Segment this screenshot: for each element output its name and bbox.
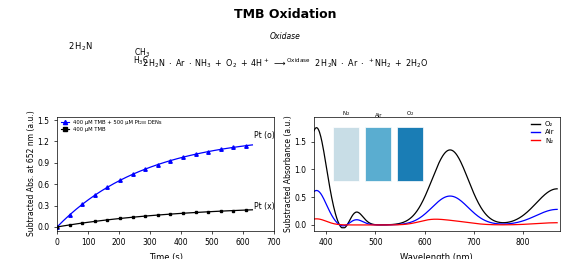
Text: $\mathsf{N_2}$: $\mathsf{N_2}$	[342, 109, 351, 118]
Y-axis label: Subtracted Abs. at 652 nm (a.u.): Subtracted Abs. at 652 nm (a.u.)	[27, 111, 36, 236]
Text: $\mathsf{2\,H_2N}$$\mathsf{\ \cdot\ Ar\ \cdot\ }$$\mathsf{NH_3\ +\ O_2\ +\ 4H^+}: $\mathsf{2\,H_2N}$$\mathsf{\ \cdot\ Ar\ …	[142, 56, 429, 70]
Text: $\mathsf{2\,H_2N}$: $\mathsf{2\,H_2N}$	[67, 41, 93, 53]
Text: $\mathsf{CH_3}$: $\mathsf{CH_3}$	[134, 47, 150, 59]
Text: $\mathsf{H_3C}$: $\mathsf{H_3C}$	[134, 55, 150, 67]
Legend: O₂, Air, N₂: O₂, Air, N₂	[530, 120, 556, 145]
FancyBboxPatch shape	[365, 127, 391, 181]
FancyBboxPatch shape	[333, 127, 359, 181]
Text: TMB Oxidation: TMB Oxidation	[234, 8, 337, 21]
Text: Pt (x): Pt (x)	[254, 202, 275, 211]
FancyBboxPatch shape	[397, 127, 423, 181]
Legend: 400 μM TMB + 500 μM Pt₂₀₀ DENs, 400 μM TMB: 400 μM TMB + 500 μM Pt₂₀₀ DENs, 400 μM T…	[60, 119, 163, 133]
Y-axis label: Substracted Absorbance (a.u.): Substracted Absorbance (a.u.)	[284, 115, 293, 232]
X-axis label: Wavelength (nm): Wavelength (nm)	[400, 253, 473, 259]
X-axis label: Time (s): Time (s)	[148, 253, 183, 259]
Text: Oxidase: Oxidase	[270, 32, 301, 41]
Text: Pt (o): Pt (o)	[254, 131, 275, 140]
Text: $\mathsf{O_2}$: $\mathsf{O_2}$	[406, 109, 415, 118]
Text: Air: Air	[375, 113, 382, 118]
